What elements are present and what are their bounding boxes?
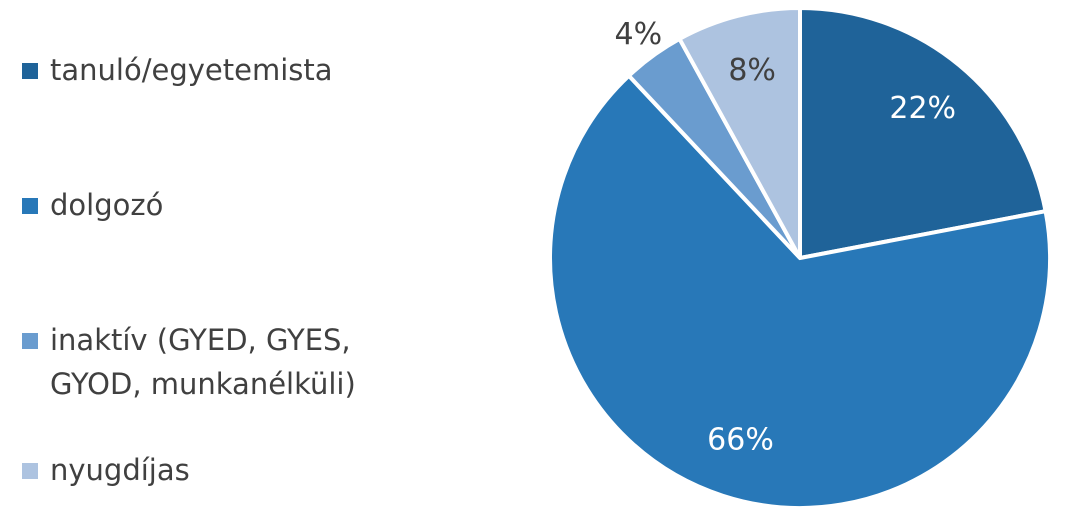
- legend-swatch: [22, 463, 38, 479]
- legend-label: tanuló/egyetemista: [50, 53, 333, 87]
- pie-slice: [798, 5, 1048, 261]
- legend-item: inaktív (GYED, GYES, GYOD, munkanélküli): [22, 318, 402, 406]
- data-label: 8%: [728, 53, 776, 88]
- legend-label: inaktív (GYED, GYES, GYOD, munkanélküli): [50, 323, 356, 401]
- data-label: 4%: [615, 17, 663, 52]
- legend-item: nyugdíjas: [22, 448, 402, 492]
- legend-item: tanuló/egyetemista: [22, 48, 402, 92]
- legend-swatch: [22, 63, 38, 79]
- legend-swatch: [22, 198, 38, 214]
- pie-slice: [548, 72, 1052, 507]
- legend: tanuló/egyetemista dolgozó inaktív (GYED, …: [22, 0, 422, 507]
- data-label: 66%: [707, 423, 774, 458]
- legend-label: dolgozó: [50, 188, 164, 222]
- legend-label: nyugdíjas: [50, 453, 190, 487]
- legend-swatch: [22, 333, 38, 349]
- legend-item: dolgozó: [22, 183, 402, 227]
- pie-slice: [676, 5, 802, 259]
- data-label: 22%: [889, 91, 956, 126]
